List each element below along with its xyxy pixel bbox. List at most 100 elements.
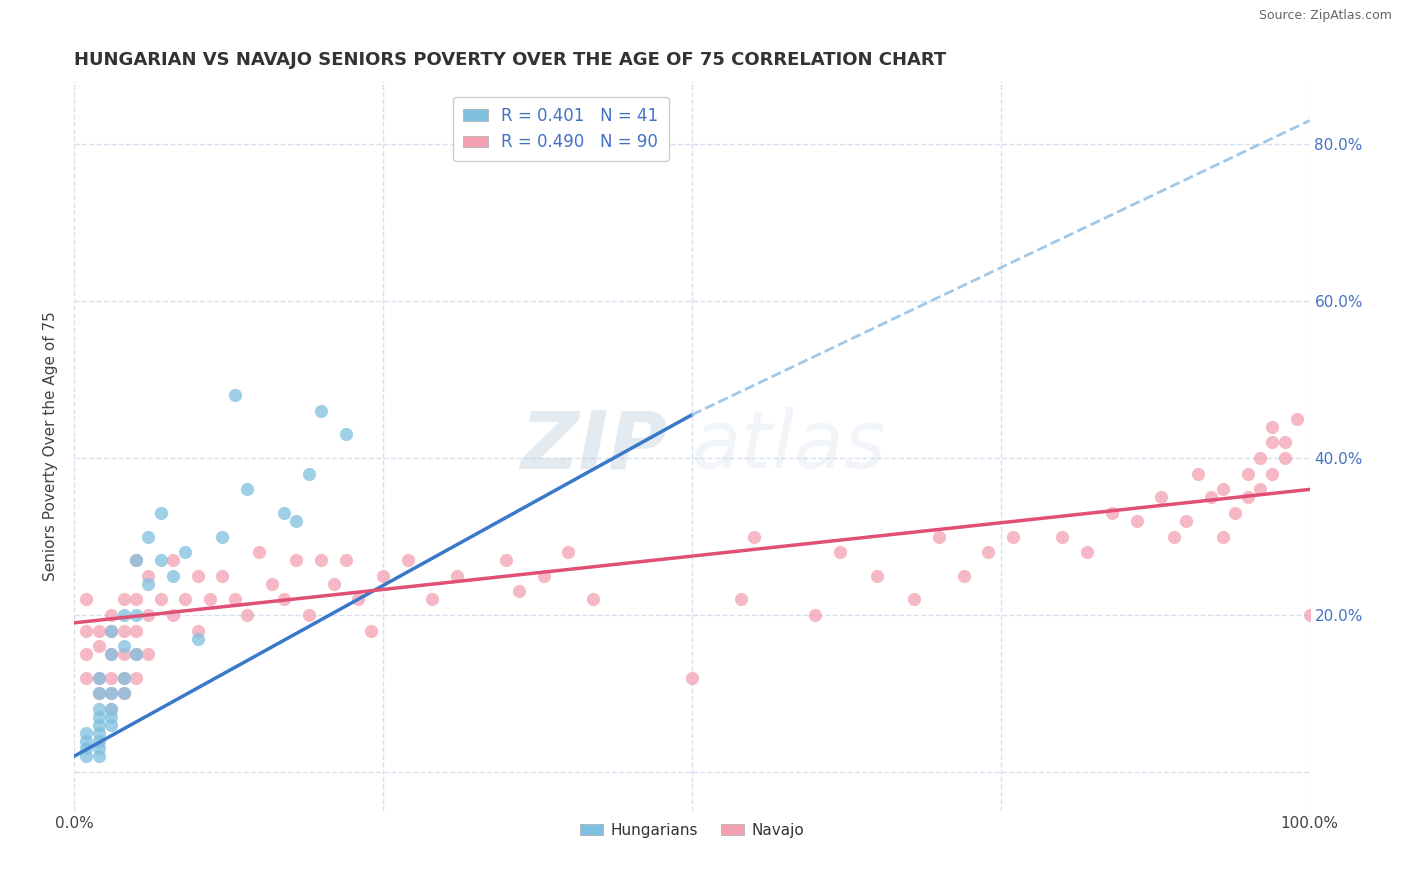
Point <box>187 568 209 582</box>
Point <box>1199 490 1222 504</box>
Point <box>125 647 148 661</box>
Point <box>136 576 159 591</box>
Point <box>1212 483 1234 497</box>
Point <box>866 568 889 582</box>
Point <box>1001 529 1024 543</box>
Point <box>1052 529 1074 543</box>
Point <box>335 553 357 567</box>
Point <box>75 592 97 607</box>
Point <box>285 514 308 528</box>
Point <box>162 553 184 567</box>
Point <box>298 607 321 622</box>
Point <box>322 576 344 591</box>
Point <box>87 733 110 747</box>
Point <box>903 592 925 607</box>
Point <box>1187 467 1209 481</box>
Point <box>100 686 122 700</box>
Point <box>1101 506 1123 520</box>
Point <box>1212 529 1234 543</box>
Point <box>681 671 703 685</box>
Point <box>75 741 97 756</box>
Point <box>149 592 172 607</box>
Point <box>174 592 197 607</box>
Point <box>582 592 605 607</box>
Point <box>75 733 97 747</box>
Point <box>100 647 122 661</box>
Point <box>136 647 159 661</box>
Point <box>1125 514 1147 528</box>
Point <box>1298 607 1320 622</box>
Point <box>112 671 135 685</box>
Point <box>224 592 246 607</box>
Point <box>136 607 159 622</box>
Point <box>1236 490 1258 504</box>
Point <box>977 545 1000 559</box>
Point <box>928 529 950 543</box>
Point <box>236 483 259 497</box>
Point <box>125 624 148 638</box>
Legend: Hungarians, Navajo: Hungarians, Navajo <box>574 816 810 844</box>
Point <box>149 553 172 567</box>
Point <box>100 710 122 724</box>
Point <box>75 749 97 764</box>
Point <box>495 553 517 567</box>
Point <box>162 607 184 622</box>
Point <box>187 632 209 646</box>
Point <box>211 529 233 543</box>
Point <box>347 592 370 607</box>
Point <box>1249 483 1271 497</box>
Point <box>828 545 851 559</box>
Point <box>87 671 110 685</box>
Point <box>125 592 148 607</box>
Point <box>557 545 579 559</box>
Point <box>100 624 122 638</box>
Point <box>742 529 765 543</box>
Point <box>285 553 308 567</box>
Point <box>125 553 148 567</box>
Point <box>75 624 97 638</box>
Text: HUNGARIAN VS NAVAJO SENIORS POVERTY OVER THE AGE OF 75 CORRELATION CHART: HUNGARIAN VS NAVAJO SENIORS POVERTY OVER… <box>75 51 946 69</box>
Text: ZIP: ZIP <box>520 408 666 485</box>
Point <box>112 647 135 661</box>
Point <box>273 506 295 520</box>
Point <box>1249 450 1271 465</box>
Point <box>136 529 159 543</box>
Point <box>149 506 172 520</box>
Point <box>1286 412 1309 426</box>
Point <box>125 553 148 567</box>
Point <box>75 671 97 685</box>
Point <box>125 647 148 661</box>
Point <box>804 607 827 622</box>
Point <box>533 568 555 582</box>
Point <box>100 686 122 700</box>
Point <box>100 671 122 685</box>
Point <box>730 592 752 607</box>
Point <box>273 592 295 607</box>
Point <box>112 592 135 607</box>
Point <box>360 624 382 638</box>
Point <box>87 686 110 700</box>
Point <box>125 607 148 622</box>
Point <box>1163 529 1185 543</box>
Point <box>198 592 221 607</box>
Point <box>187 624 209 638</box>
Y-axis label: Seniors Poverty Over the Age of 75: Seniors Poverty Over the Age of 75 <box>44 311 58 582</box>
Point <box>508 584 530 599</box>
Point <box>236 607 259 622</box>
Point <box>1225 506 1247 520</box>
Point <box>1274 450 1296 465</box>
Point <box>174 545 197 559</box>
Text: atlas: atlas <box>692 408 887 485</box>
Point <box>100 718 122 732</box>
Point <box>1261 419 1284 434</box>
Point <box>371 568 394 582</box>
Point <box>335 427 357 442</box>
Point <box>87 640 110 654</box>
Point <box>952 568 974 582</box>
Point <box>309 404 332 418</box>
Point <box>162 568 184 582</box>
Point <box>1175 514 1198 528</box>
Point <box>112 671 135 685</box>
Point <box>309 553 332 567</box>
Point <box>100 607 122 622</box>
